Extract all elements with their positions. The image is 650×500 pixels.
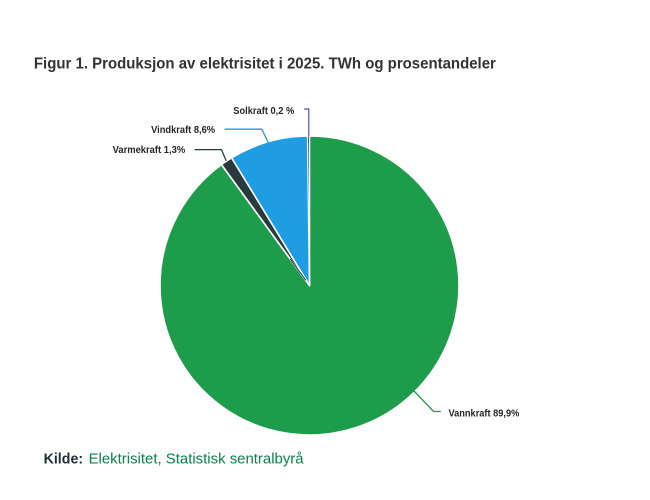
svg-text:Vannkraft 89,9%: Vannkraft 89,9% bbox=[449, 408, 520, 420]
svg-text:Varmekraft 1,3%: Varmekraft 1,3% bbox=[113, 144, 186, 156]
svg-text:Kilde:: Kilde: bbox=[44, 451, 84, 468]
svg-text:Vindkraft 8,6%: Vindkraft 8,6% bbox=[151, 124, 216, 136]
svg-text:Figur 1. Produksjon av elektri: Figur 1. Produksjon av elektrisitet i 20… bbox=[34, 56, 496, 73]
svg-text:Solkraft 0,2 %: Solkraft 0,2 % bbox=[233, 105, 295, 117]
svg-text:Elektrisitet, Statistisk sentr: Elektrisitet, Statistisk sentralbyrå bbox=[89, 451, 305, 468]
